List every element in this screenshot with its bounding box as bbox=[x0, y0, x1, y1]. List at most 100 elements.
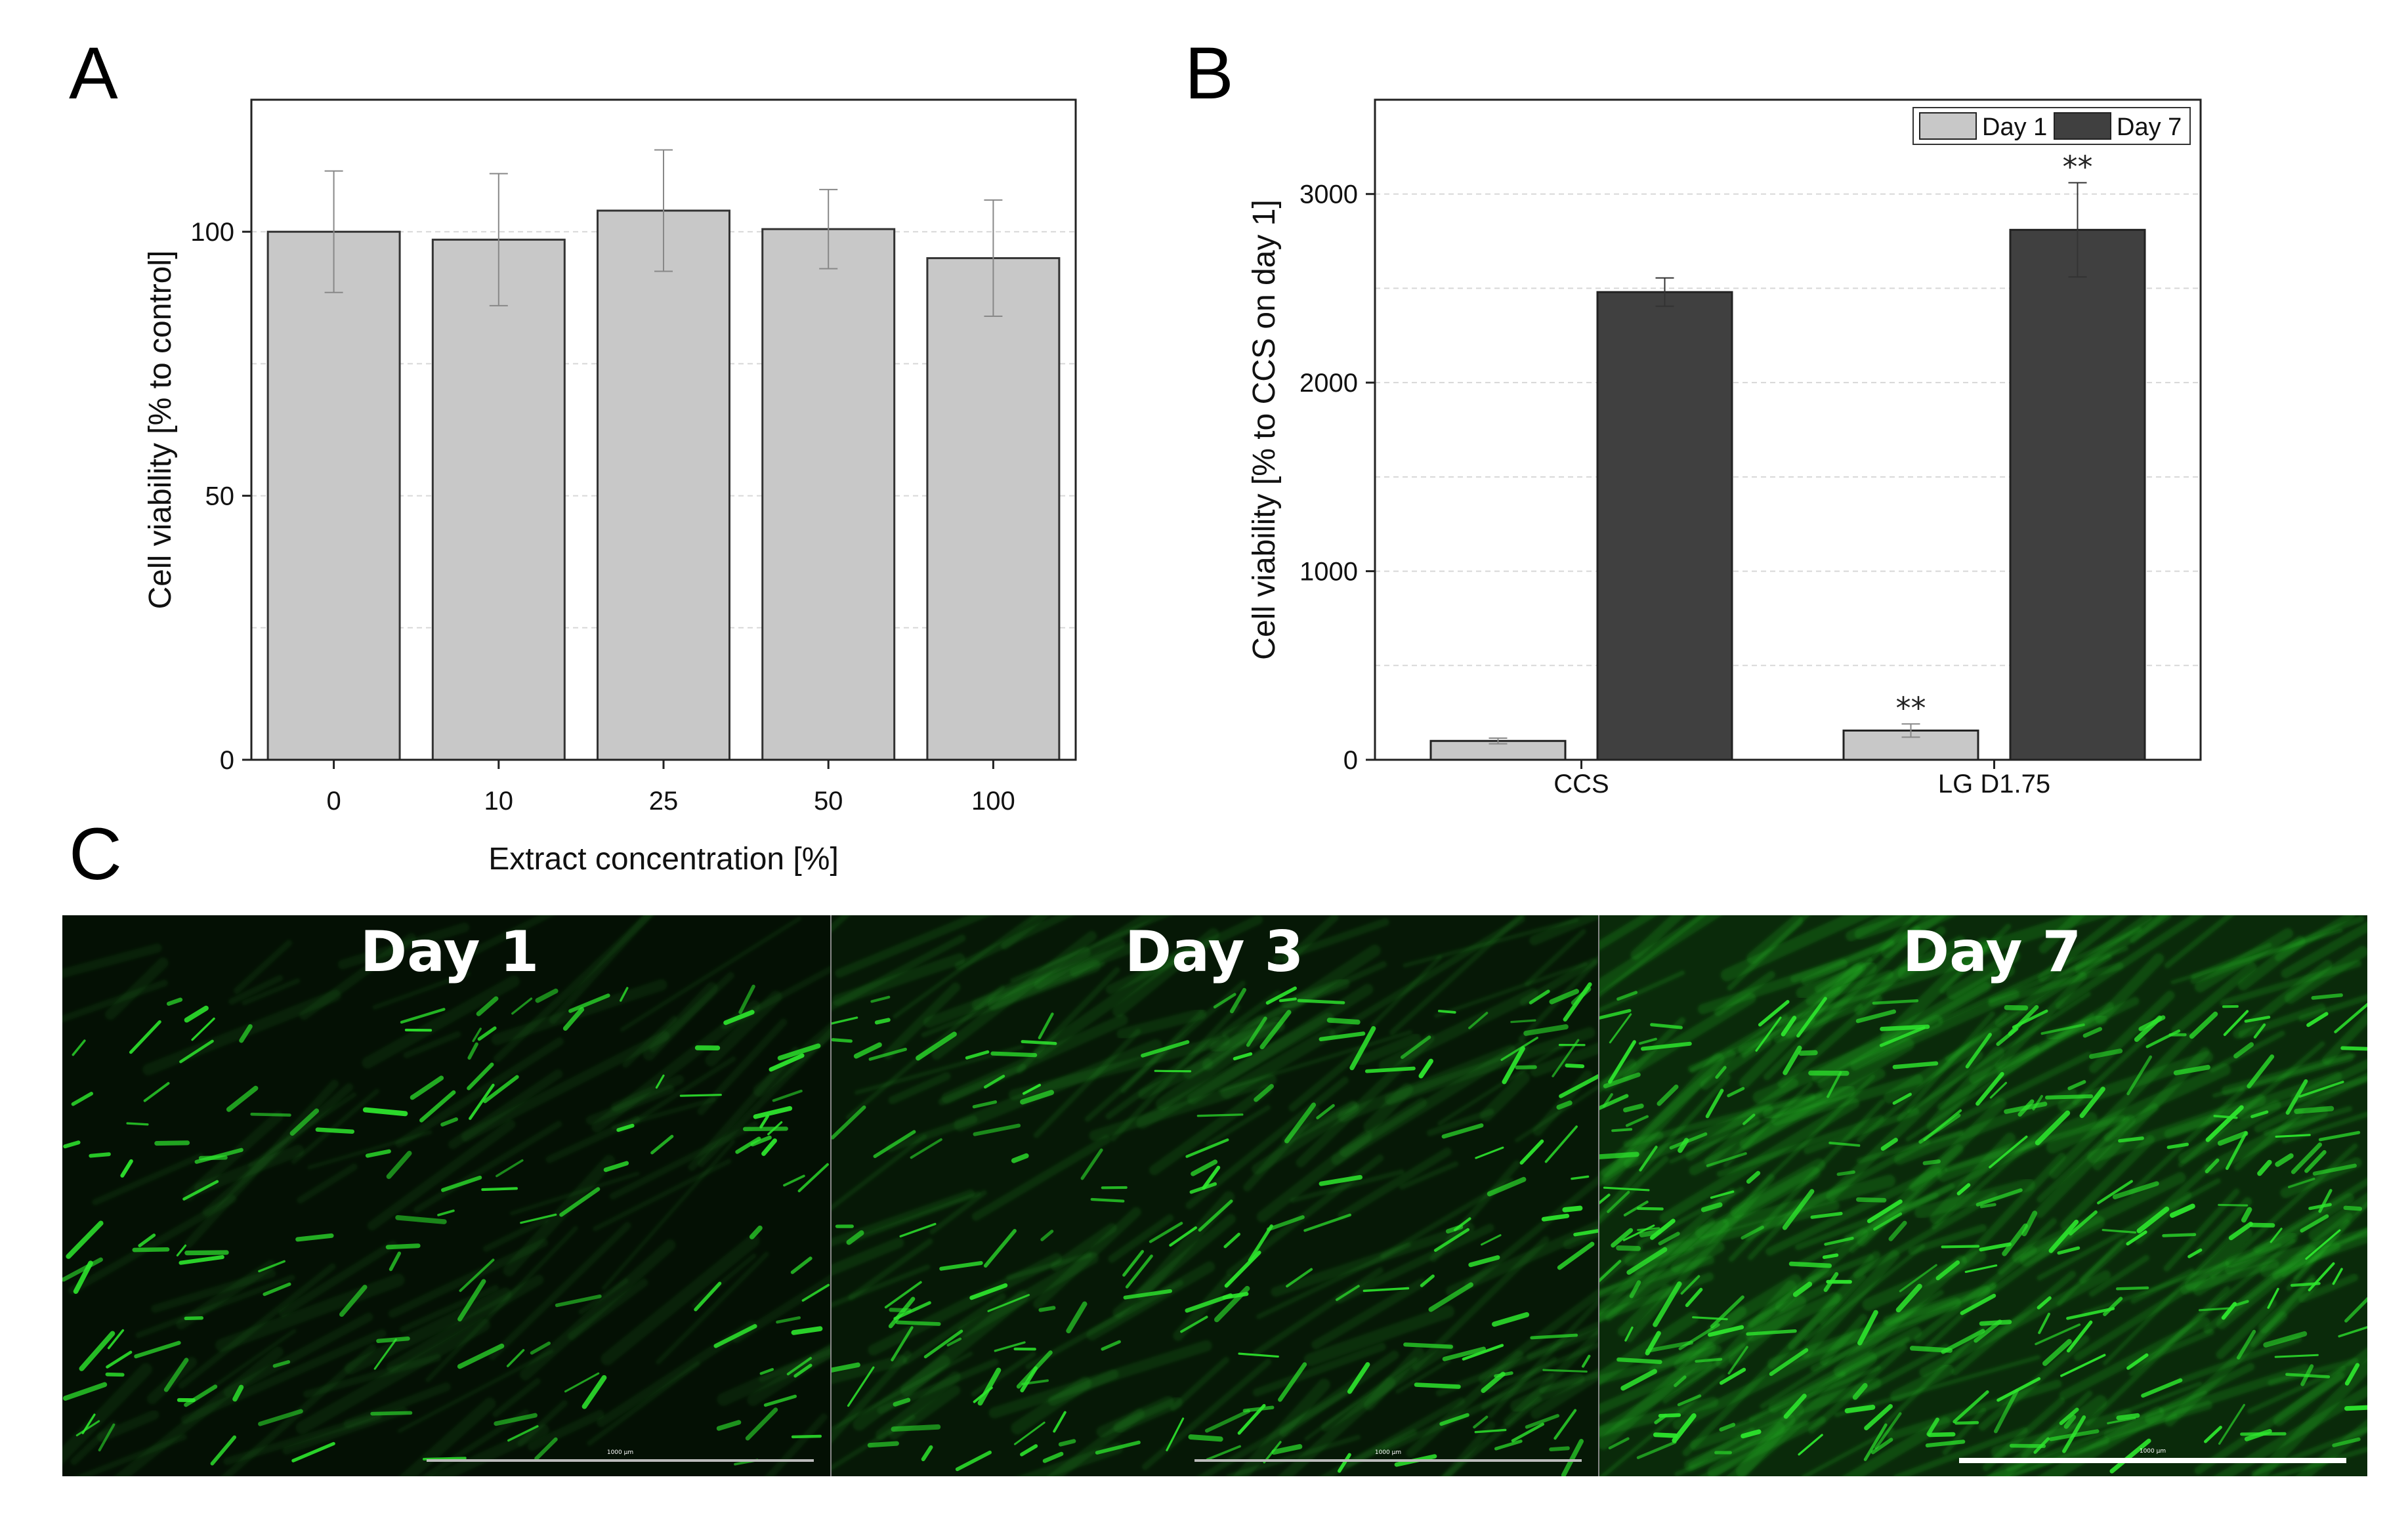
haze-stroke bbox=[1935, 1051, 2092, 1133]
cell bbox=[562, 1006, 585, 1031]
haze-stroke bbox=[1747, 1201, 1804, 1260]
cell bbox=[132, 1247, 170, 1253]
cell bbox=[1674, 1375, 1687, 1388]
cell bbox=[761, 1138, 777, 1156]
haze-stroke bbox=[1487, 1298, 1598, 1419]
haze-stroke bbox=[1880, 915, 1948, 959]
cell bbox=[71, 1092, 94, 1106]
cell bbox=[1645, 1340, 1693, 1353]
cell bbox=[1562, 1205, 1583, 1212]
cell bbox=[1719, 1422, 1736, 1432]
x-tick-label: 10 bbox=[484, 787, 514, 816]
cell bbox=[467, 1042, 478, 1060]
cell bbox=[2218, 1403, 2245, 1445]
cell bbox=[1637, 1227, 1660, 1232]
cell bbox=[2203, 1425, 2222, 1443]
cell bbox=[2241, 1207, 2252, 1223]
haze-stroke bbox=[448, 1069, 563, 1150]
cell bbox=[1040, 1230, 1054, 1241]
haze-stroke bbox=[1893, 1426, 2028, 1476]
haze-stroke bbox=[832, 953, 965, 1006]
haze-stroke bbox=[2049, 1032, 2193, 1179]
haze-stroke bbox=[2037, 915, 2128, 982]
cell bbox=[2118, 1136, 2144, 1143]
cell bbox=[1519, 1139, 1544, 1165]
haze-stroke bbox=[92, 1153, 204, 1206]
cell bbox=[66, 1220, 104, 1259]
haze-stroke bbox=[1253, 1267, 1384, 1357]
bar bbox=[2009, 228, 2146, 761]
cell bbox=[1462, 1344, 1504, 1361]
haze-stroke bbox=[1857, 1010, 2008, 1143]
cell bbox=[868, 1047, 908, 1061]
haze-stroke bbox=[1149, 1084, 1272, 1176]
cell bbox=[1828, 1142, 1861, 1147]
haze-stroke bbox=[2194, 1371, 2345, 1475]
haze-stroke bbox=[68, 1195, 237, 1295]
cell bbox=[1523, 1024, 1569, 1036]
haze-stroke bbox=[1804, 1108, 1920, 1155]
cell bbox=[1899, 1264, 1937, 1293]
haze-stroke bbox=[902, 1293, 1006, 1365]
cell bbox=[1658, 1232, 1680, 1246]
cell bbox=[846, 1230, 864, 1245]
cell bbox=[694, 1281, 722, 1312]
legend-swatch-day7 bbox=[2054, 112, 2111, 140]
haze-stroke bbox=[278, 1240, 397, 1317]
haze-stroke bbox=[971, 947, 1091, 1010]
cell bbox=[1278, 1362, 1307, 1402]
cell bbox=[1445, 1224, 1464, 1234]
cell bbox=[1011, 1153, 1029, 1163]
cell bbox=[1758, 1000, 1790, 1027]
cell bbox=[679, 1094, 722, 1097]
haze-stroke bbox=[2128, 1087, 2245, 1195]
cell bbox=[62, 1382, 108, 1401]
haze-stroke bbox=[2238, 1003, 2326, 1039]
cell bbox=[772, 1089, 803, 1102]
haze-stroke bbox=[1995, 972, 2088, 1069]
cell bbox=[1553, 1409, 1577, 1440]
cell bbox=[2079, 1087, 2105, 1119]
cell bbox=[559, 1187, 601, 1217]
cell bbox=[987, 1294, 1030, 1312]
bar bbox=[597, 209, 730, 761]
cell bbox=[1021, 1379, 1049, 1386]
haze-stroke bbox=[2073, 1260, 2229, 1361]
cell bbox=[2009, 1443, 2046, 1448]
cell bbox=[1223, 1232, 1240, 1249]
cell bbox=[129, 1020, 161, 1054]
haze-stroke bbox=[1389, 915, 1526, 1035]
haze-stroke bbox=[832, 1264, 931, 1308]
legend-swatch-day1 bbox=[1919, 112, 1977, 140]
cell bbox=[2008, 1005, 2039, 1036]
cell bbox=[1058, 1439, 1076, 1447]
cell bbox=[1636, 1441, 1677, 1459]
cell bbox=[1792, 1281, 1813, 1297]
cell bbox=[2169, 1203, 2195, 1218]
cell bbox=[1798, 1050, 1818, 1056]
haze-stroke bbox=[1731, 1365, 1882, 1429]
cell bbox=[176, 1244, 187, 1256]
cell bbox=[389, 1251, 402, 1272]
chart-b-legend: Day 1 Day 7 bbox=[1912, 107, 2191, 145]
cell bbox=[1473, 1415, 1489, 1429]
cell bbox=[2225, 1131, 2248, 1171]
cell bbox=[2035, 1110, 2071, 1146]
haze-stroke bbox=[1944, 1114, 2126, 1172]
cell bbox=[1599, 1094, 1629, 1111]
haze-stroke bbox=[929, 1190, 987, 1235]
cell bbox=[1254, 1084, 1275, 1102]
chart-a-x-ticks: 0 10 25 50 100 bbox=[326, 760, 1015, 816]
haze-stroke bbox=[1108, 1214, 1174, 1263]
bar bbox=[266, 230, 401, 761]
cell bbox=[2291, 1142, 2323, 1174]
cell bbox=[2308, 1203, 2332, 1211]
cell bbox=[1616, 1357, 1662, 1364]
cell bbox=[2173, 1064, 2210, 1075]
cell bbox=[1213, 993, 1236, 1009]
cell bbox=[2189, 1011, 2218, 1039]
cell bbox=[2134, 1015, 2163, 1043]
cell bbox=[2205, 1105, 2244, 1142]
cell bbox=[1706, 1152, 1747, 1167]
haze-stroke bbox=[1739, 963, 1863, 1088]
